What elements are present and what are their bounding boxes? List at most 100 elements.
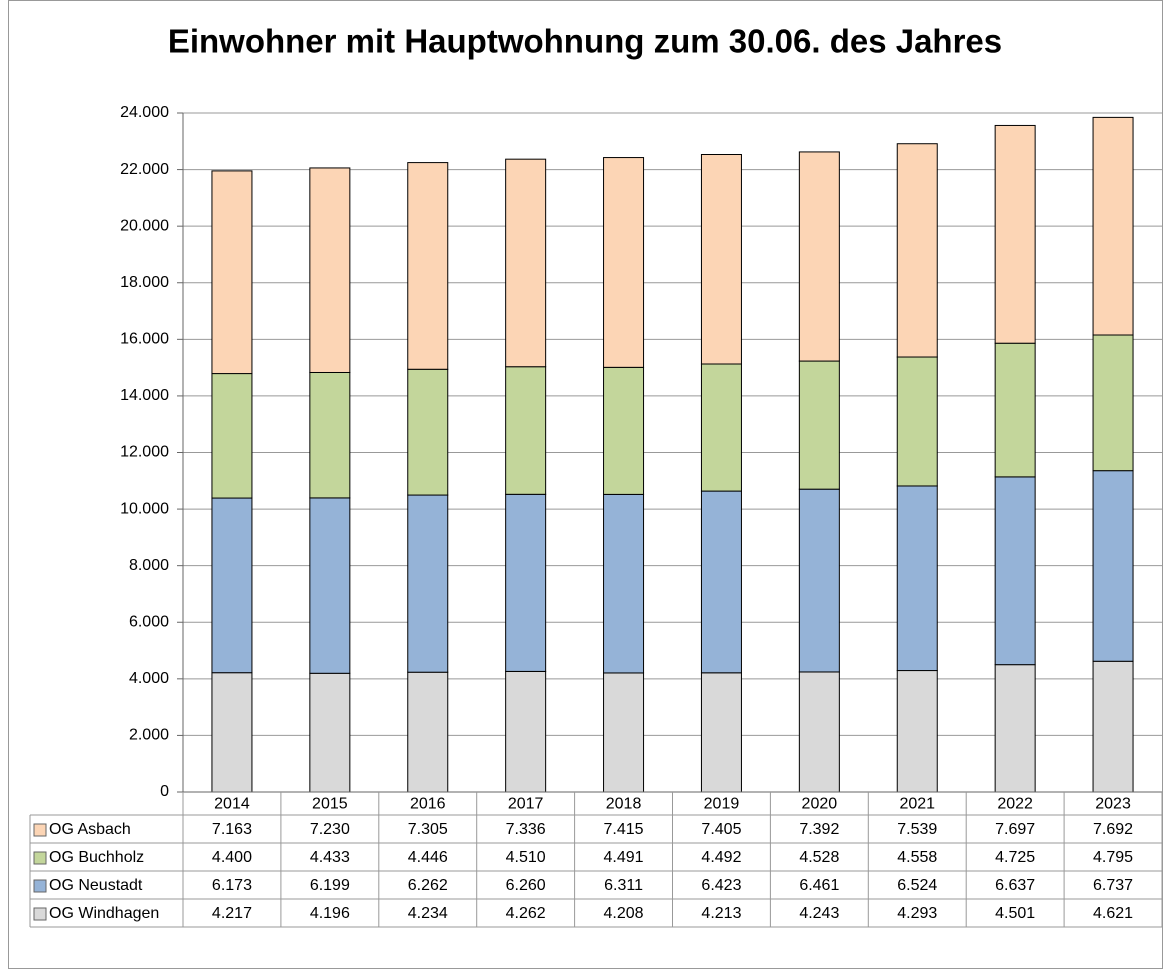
bar-segment bbox=[309, 672, 351, 793]
data-table-value: 4.433 bbox=[310, 849, 350, 866]
legend-key bbox=[33, 879, 47, 893]
data-table-value: 4.501 bbox=[995, 905, 1035, 922]
data-table-value: 4.446 bbox=[408, 849, 448, 866]
bar-segment bbox=[994, 342, 1036, 478]
y-tick-label: 20.000 bbox=[120, 217, 169, 234]
x-tick-label: 2017 bbox=[508, 796, 544, 813]
bar-segment bbox=[994, 124, 1036, 344]
data-table-value: 4.491 bbox=[604, 849, 644, 866]
bar-segment bbox=[603, 366, 645, 495]
x-tick-label: 2019 bbox=[704, 796, 740, 813]
bar-segment bbox=[505, 366, 547, 495]
y-tick-label: 6.000 bbox=[129, 613, 169, 630]
data-table-value: 4.492 bbox=[701, 849, 741, 866]
data-table-value: 6.173 bbox=[212, 877, 252, 894]
data-table-value: 6.199 bbox=[310, 877, 350, 894]
x-tick-label: 2018 bbox=[606, 796, 642, 813]
y-tick-label: 8.000 bbox=[129, 557, 169, 574]
legend-label: OG Asbach bbox=[49, 821, 131, 838]
bar-segment bbox=[1092, 470, 1134, 662]
data-table-value: 6.311 bbox=[604, 877, 643, 894]
data-table-value: 7.392 bbox=[799, 821, 839, 838]
bar-segment bbox=[1092, 334, 1134, 472]
data-table-value: 4.293 bbox=[897, 905, 937, 922]
bar-segment bbox=[994, 664, 1036, 793]
bar-segment bbox=[896, 356, 938, 487]
data-table-value: 4.795 bbox=[1093, 849, 1133, 866]
bar-segment bbox=[309, 371, 351, 499]
legend-label: OG Neustadt bbox=[49, 877, 143, 894]
bar-segment bbox=[505, 670, 547, 793]
data-table-value: 4.262 bbox=[506, 905, 546, 922]
data-table-value: 4.217 bbox=[212, 905, 252, 922]
x-tick-label: 2014 bbox=[214, 796, 250, 813]
bar-segment bbox=[407, 162, 449, 370]
x-tick-label: 2021 bbox=[899, 796, 935, 813]
data-table-value: 4.725 bbox=[995, 849, 1035, 866]
data-table-value: 4.400 bbox=[212, 849, 252, 866]
bar-segment bbox=[211, 672, 253, 793]
bar-segment bbox=[798, 151, 840, 362]
y-tick-label: 22.000 bbox=[120, 161, 169, 178]
data-table-value: 6.262 bbox=[408, 877, 448, 894]
x-tick-label: 2015 bbox=[312, 796, 348, 813]
data-table-value: 7.692 bbox=[1093, 821, 1133, 838]
data-table-value: 7.163 bbox=[212, 821, 252, 838]
data-table-value: 7.405 bbox=[701, 821, 741, 838]
bar-segment bbox=[211, 170, 253, 375]
x-tick-label: 2020 bbox=[802, 796, 838, 813]
data-table-value: 6.423 bbox=[701, 877, 741, 894]
data-table-value: 6.260 bbox=[506, 877, 546, 894]
y-tick-label: 14.000 bbox=[120, 387, 169, 404]
data-table-value: 7.336 bbox=[506, 821, 546, 838]
data-table-value: 4.196 bbox=[310, 905, 350, 922]
bar-segment bbox=[700, 363, 742, 492]
bar-segment bbox=[603, 493, 645, 674]
x-tick-label: 2016 bbox=[410, 796, 446, 813]
bar-segment bbox=[407, 368, 449, 496]
bar-segment bbox=[798, 671, 840, 793]
bar-segment bbox=[1092, 116, 1134, 336]
bar-segment bbox=[994, 476, 1036, 666]
data-table-value: 7.230 bbox=[310, 821, 350, 838]
bar-segment bbox=[700, 490, 742, 674]
y-tick-label: 12.000 bbox=[120, 444, 169, 461]
chart-title: Einwohner mit Hauptwohnung zum 30.06. de… bbox=[168, 23, 1002, 60]
bar-segment bbox=[505, 493, 547, 672]
bar-segment bbox=[700, 154, 742, 365]
data-table-value: 4.234 bbox=[408, 905, 448, 922]
data-table-value: 7.305 bbox=[408, 821, 448, 838]
data-table-value: 6.737 bbox=[1093, 877, 1133, 894]
bar-segment bbox=[603, 157, 645, 368]
x-tick-label: 2023 bbox=[1095, 796, 1131, 813]
y-tick-label: 24.000 bbox=[120, 104, 169, 121]
bar-segment bbox=[309, 167, 351, 373]
bar-segment bbox=[407, 671, 449, 793]
bar-segment bbox=[603, 672, 645, 793]
data-table-value: 4.213 bbox=[701, 905, 741, 922]
data-table-value: 7.415 bbox=[604, 821, 644, 838]
y-tick-label: 4.000 bbox=[129, 670, 169, 687]
bar-segment bbox=[798, 488, 840, 673]
legend-label: OG Windhagen bbox=[49, 905, 159, 922]
bar-segment bbox=[211, 373, 253, 499]
x-tick-label: 2022 bbox=[997, 796, 1033, 813]
data-table-value: 4.208 bbox=[604, 905, 644, 922]
y-tick-label: 18.000 bbox=[120, 274, 169, 291]
data-table-value: 4.510 bbox=[506, 849, 546, 866]
bar-segment bbox=[896, 143, 938, 358]
data-table-value: 4.621 bbox=[1093, 905, 1133, 922]
y-tick-label: 16.000 bbox=[120, 331, 169, 348]
bar-segment bbox=[798, 360, 840, 490]
data-table-value: 6.461 bbox=[799, 877, 839, 894]
bar-segment bbox=[896, 670, 938, 793]
bar-segment bbox=[1092, 660, 1134, 793]
data-table-value: 6.637 bbox=[995, 877, 1035, 894]
bar-segment bbox=[211, 497, 253, 674]
bar-segment bbox=[407, 494, 449, 673]
data-table-value: 7.539 bbox=[897, 821, 937, 838]
y-tick-label: 0 bbox=[160, 783, 169, 800]
data-table-value: 6.524 bbox=[897, 877, 937, 894]
bar-segment bbox=[309, 497, 351, 674]
